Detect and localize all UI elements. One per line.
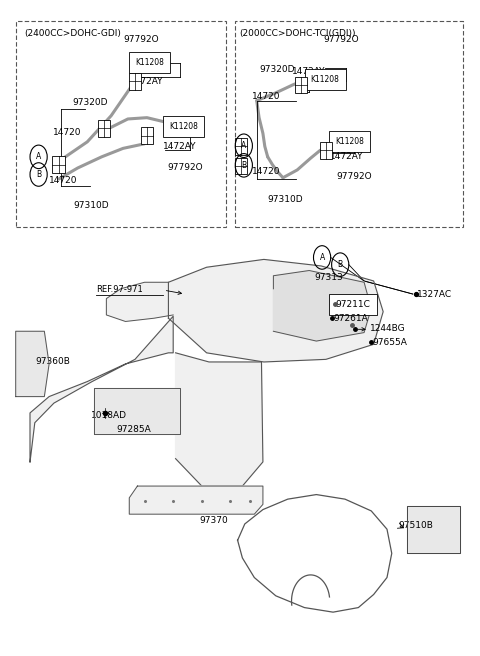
Text: 97310D: 97310D [73,201,109,210]
Polygon shape [107,282,173,321]
Text: (2000CC>DOHC-TCI(GDI)): (2000CC>DOHC-TCI(GDI)) [239,29,356,38]
Text: A: A [320,253,324,262]
Text: 97370: 97370 [199,516,228,525]
Polygon shape [274,270,371,341]
Text: 1327AC: 1327AC [417,289,452,298]
Text: A: A [241,141,246,150]
Text: 14720: 14720 [53,127,82,136]
Polygon shape [30,316,173,462]
Text: (2400CC>DOHC-GDI): (2400CC>DOHC-GDI) [24,29,121,38]
Text: 14720: 14720 [49,176,78,185]
Text: 97320D: 97320D [72,98,108,107]
Text: 14720: 14720 [252,167,280,176]
Bar [129,73,141,90]
Text: B: B [36,170,41,179]
Text: 97655A: 97655A [372,338,408,347]
Text: REF.97-971: REF.97-971 [96,285,143,294]
Bar [98,119,110,136]
Bar [141,127,153,144]
Text: 97792O: 97792O [168,163,203,173]
Text: K11208: K11208 [135,58,164,67]
Text: B: B [241,161,246,170]
Text: 1472AY: 1472AY [330,152,363,161]
Text: 1472AY: 1472AY [130,77,164,85]
Text: 97792O: 97792O [324,35,359,44]
FancyBboxPatch shape [235,21,463,227]
Text: 1018AD: 1018AD [91,411,127,420]
Bar [320,142,332,159]
Bar [52,156,65,173]
Text: 1472AY: 1472AY [291,67,325,76]
Polygon shape [168,259,383,362]
Text: 97285A: 97285A [116,424,151,434]
Text: 97320D: 97320D [259,66,295,75]
Text: 97510B: 97510B [398,522,433,531]
Bar [235,157,247,174]
Polygon shape [407,506,459,554]
Text: 14720: 14720 [252,92,280,100]
Text: 97360B: 97360B [36,358,71,367]
Polygon shape [95,388,180,434]
Text: K11208: K11208 [336,136,364,146]
Polygon shape [176,353,263,486]
Bar [235,138,247,155]
Text: 97313: 97313 [314,273,343,282]
FancyBboxPatch shape [16,21,226,227]
Text: 97261A: 97261A [333,314,368,323]
Polygon shape [129,486,263,514]
Text: 97792O: 97792O [336,172,372,181]
Text: 97211C: 97211C [336,300,370,309]
Text: 97792O: 97792O [123,35,159,44]
Polygon shape [16,331,49,397]
Text: 97310D: 97310D [267,195,303,205]
Text: K11208: K11208 [169,122,198,131]
Text: 1472AY: 1472AY [163,142,196,151]
Text: B: B [337,260,343,269]
Text: K11208: K11208 [311,75,339,84]
Bar [295,77,307,94]
Text: A: A [36,152,41,161]
Text: 1244BG: 1244BG [370,324,406,333]
